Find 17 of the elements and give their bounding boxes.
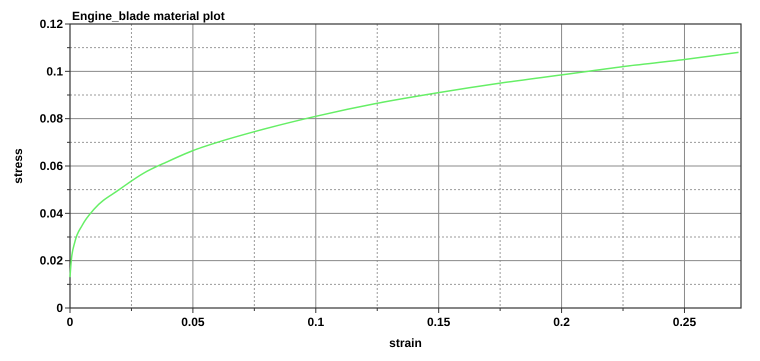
x-tick-label: 0.25 — [672, 315, 696, 329]
chart-title: Engine_blade material plot — [72, 9, 225, 23]
x-tick-label: 0.2 — [553, 315, 570, 329]
line-series — [69, 52, 740, 278]
y-tick-label: 0 — [56, 301, 64, 315]
y-tick-label: 0.02 — [40, 254, 64, 268]
y-tick-label: 0.08 — [40, 112, 64, 126]
y-tick-label: 0.12 — [40, 17, 64, 31]
y-tick-label: 0.04 — [40, 206, 64, 220]
x-tick-label: 0.15 — [427, 315, 451, 329]
y-axis-title: stress — [11, 148, 25, 184]
y-tick-label: 0.06 — [40, 159, 64, 173]
x-tick-label: 0.05 — [181, 315, 205, 329]
x-axis-title: strain — [389, 336, 422, 350]
y-tick-label: 0.1 — [46, 64, 64, 78]
x-tick-label: 0.1 — [307, 315, 324, 329]
x-tick-label: 0 — [66, 315, 74, 329]
